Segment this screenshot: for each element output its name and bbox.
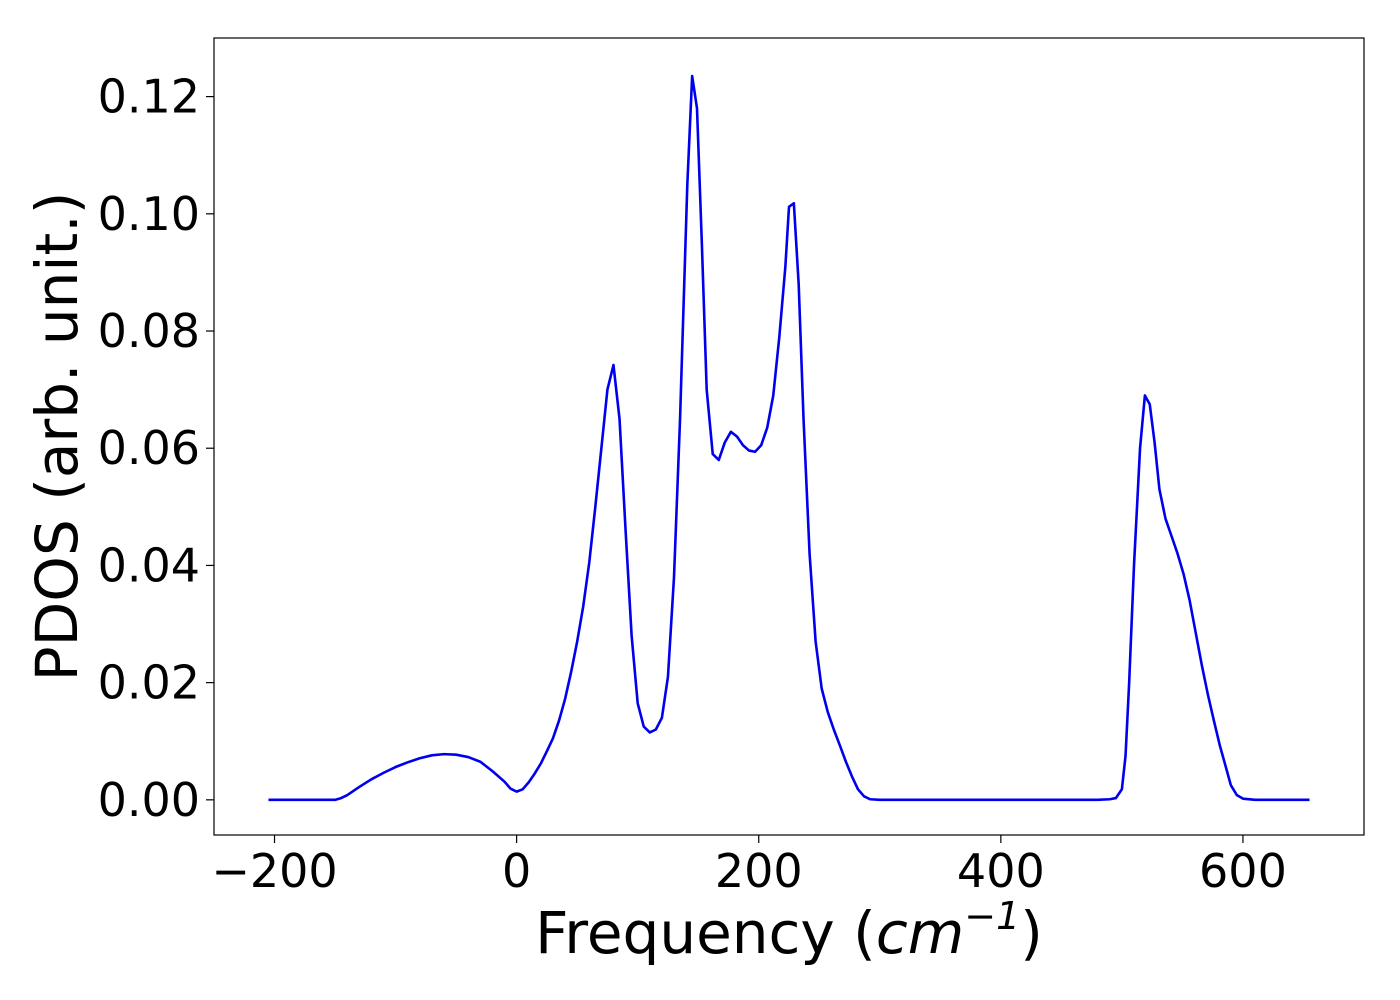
x-axis-label-main: Frequency ( bbox=[535, 899, 876, 967]
y-tick-label: 0.06 bbox=[98, 421, 200, 475]
x-axis-label-unit-exponent: −1 bbox=[964, 894, 1020, 938]
y-axis-ticks: 0.00 0.02 0.04 0.06 0.08 0.10 0.12 bbox=[98, 70, 214, 827]
x-axis-label-close: ) bbox=[1020, 899, 1043, 967]
y-tick-label: 0.08 bbox=[98, 304, 200, 358]
y-axis-label: PDOS (arb. unit.) bbox=[23, 192, 91, 682]
x-tick-label: −200 bbox=[211, 844, 337, 898]
x-axis-label: Frequency (cm−1) bbox=[535, 894, 1043, 967]
x-tick-label: 600 bbox=[1199, 844, 1287, 898]
y-tick-label: 0.04 bbox=[98, 538, 200, 592]
x-axis-ticks: −200 0 200 400 600 bbox=[211, 835, 1287, 898]
y-tick-label: 0.02 bbox=[98, 656, 200, 710]
series-line-0 bbox=[268, 74, 1310, 802]
x-axis-label-unit-base: cm bbox=[876, 899, 964, 967]
y-tick-label: 0.00 bbox=[98, 773, 200, 827]
x-tick-label: 200 bbox=[715, 844, 803, 898]
plot-area bbox=[213, 37, 1365, 836]
x-tick-label: 400 bbox=[957, 844, 1045, 898]
plot-frame bbox=[213, 37, 1365, 836]
y-tick-label: 0.12 bbox=[98, 70, 200, 124]
y-tick-label: 0.10 bbox=[98, 187, 200, 241]
x-tick-label: 0 bbox=[502, 844, 531, 898]
